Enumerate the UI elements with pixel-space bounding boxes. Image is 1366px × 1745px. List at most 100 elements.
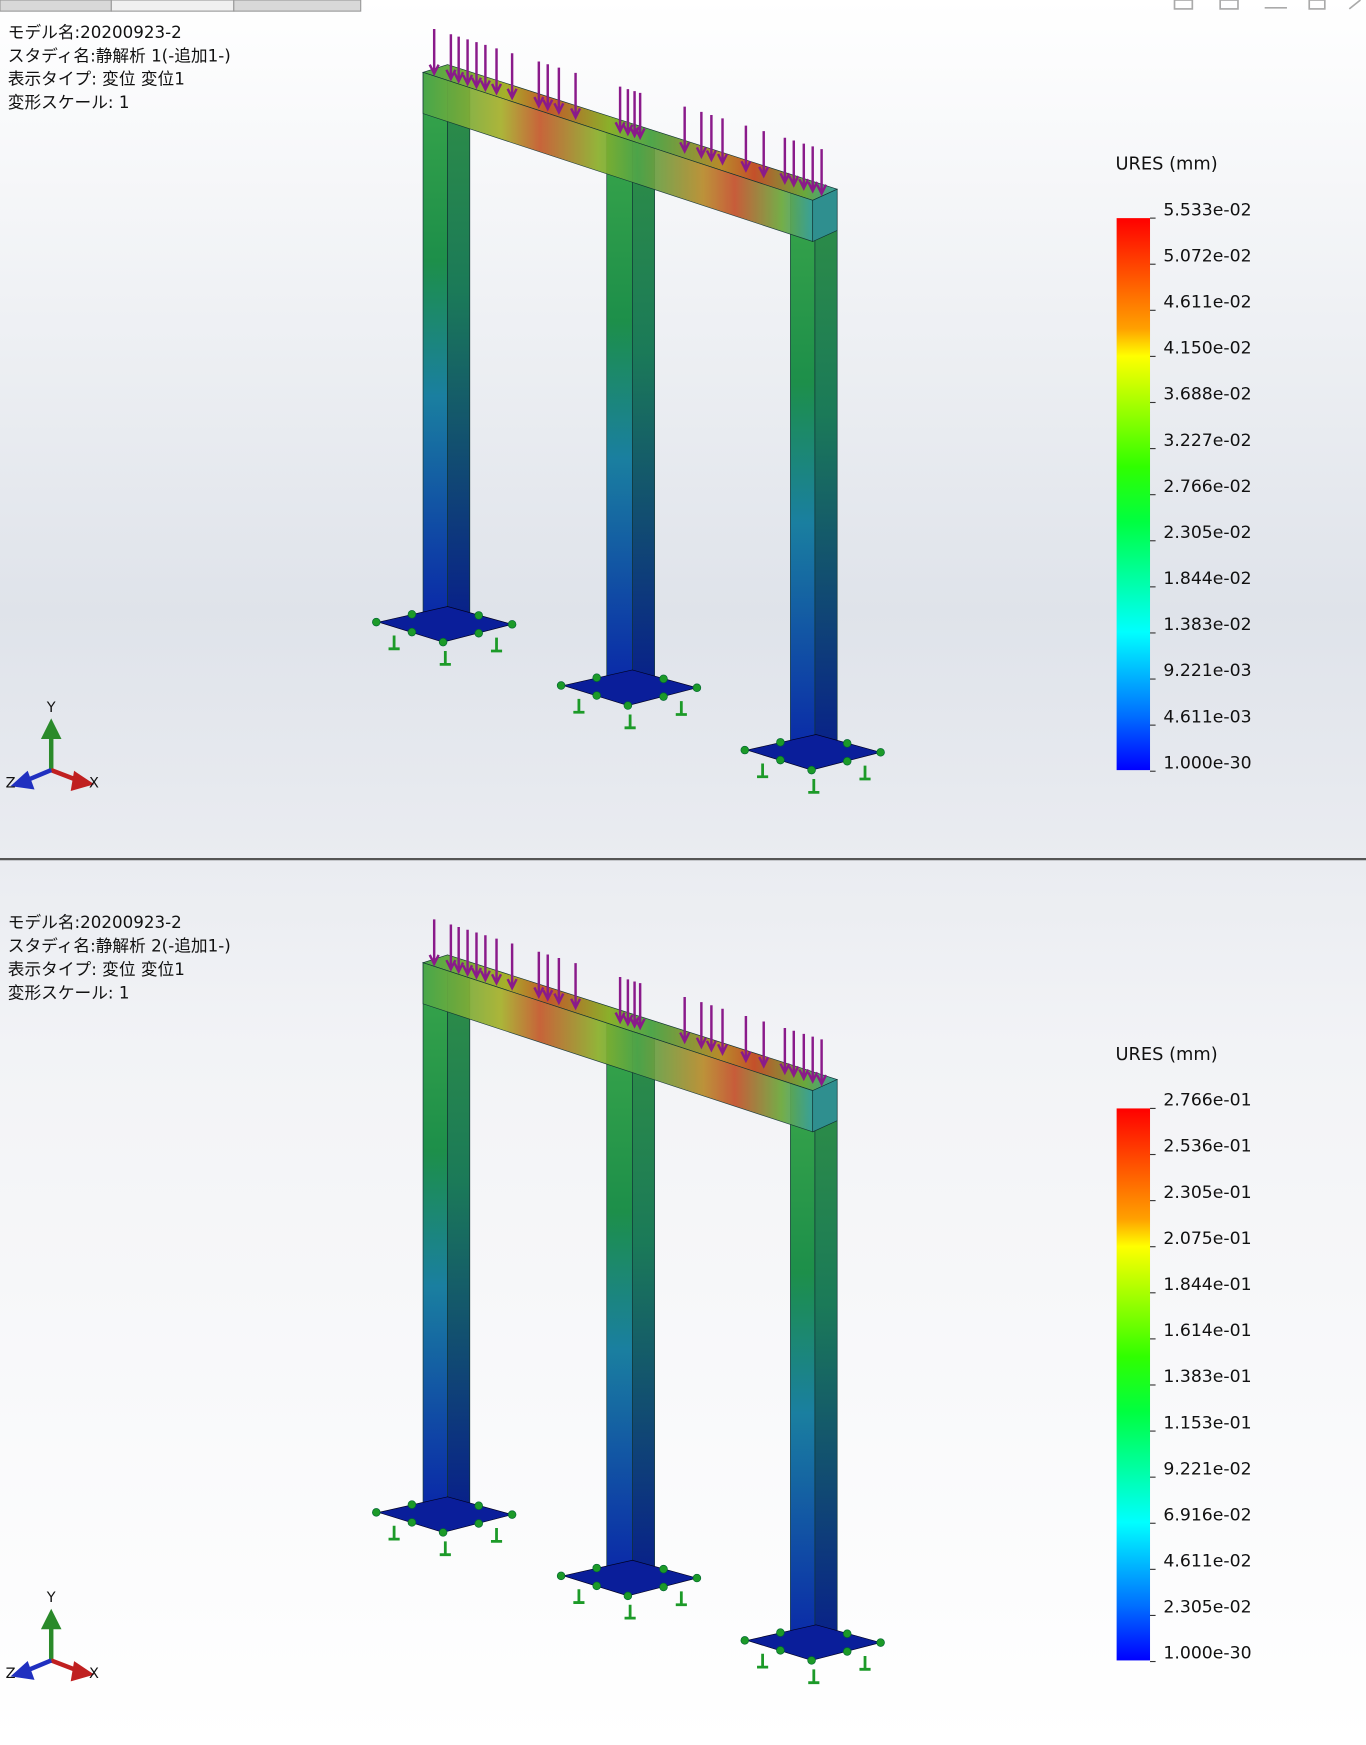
load-arrow bbox=[788, 1030, 800, 1079]
study-info: スタディ名:静解析 2(-追加1-) bbox=[8, 936, 231, 956]
load-arrow bbox=[758, 131, 770, 179]
load-arrow bbox=[716, 118, 729, 166]
load-arrow bbox=[570, 72, 582, 121]
fixture bbox=[507, 620, 517, 629]
load-arrow bbox=[695, 1002, 707, 1050]
fixture-arrow bbox=[388, 635, 400, 651]
fixture bbox=[623, 701, 633, 710]
column bbox=[606, 1019, 633, 1570]
fixture-arrow bbox=[808, 779, 820, 794]
fixture bbox=[842, 1647, 852, 1656]
beam-end bbox=[812, 188, 838, 243]
column-side bbox=[632, 1018, 655, 1577]
load-arrow bbox=[533, 61, 545, 109]
column-side bbox=[632, 128, 655, 686]
fixture bbox=[692, 1573, 702, 1583]
fixture bbox=[592, 691, 601, 700]
column bbox=[422, 72, 448, 613]
legend-label: 1.000e-30 bbox=[1163, 1644, 1251, 1664]
study-panel: モデル名:20200923-2 スタディ名:静解析 2(-追加1-) 表示タイプ: … bbox=[6, 912, 1252, 1685]
load-arrow bbox=[758, 1021, 770, 1069]
load-arrow bbox=[570, 963, 582, 1011]
legend-label: 2.305e-02 bbox=[1163, 523, 1251, 543]
legend-label: 2.305e-01 bbox=[1163, 1183, 1251, 1203]
triad-label: Z bbox=[6, 775, 16, 791]
legend-label: 2.305e-02 bbox=[1163, 1598, 1251, 1618]
column bbox=[790, 1075, 816, 1639]
load-arrow bbox=[470, 42, 483, 90]
legend-label: 2.766e-01 bbox=[1163, 1091, 1251, 1111]
column bbox=[606, 128, 633, 680]
load-arrow bbox=[816, 149, 828, 197]
fixture bbox=[692, 683, 702, 692]
load-arrow bbox=[679, 106, 691, 154]
fixture-arrow bbox=[573, 1589, 585, 1604]
column-side bbox=[447, 962, 471, 1510]
column bbox=[422, 962, 448, 1503]
fixture bbox=[876, 1638, 885, 1647]
legend-label: 1.844e-02 bbox=[1163, 569, 1251, 589]
tab[interactable] bbox=[233, 0, 362, 12]
triad-label: Y bbox=[46, 700, 56, 716]
load-arrow bbox=[453, 926, 465, 975]
study-info: 表示タイプ: 変位 変位1 bbox=[8, 70, 185, 89]
beam-end bbox=[812, 1078, 838, 1133]
fixture bbox=[740, 745, 750, 755]
fixture-arrow bbox=[859, 1655, 871, 1671]
study-info: 変形スケール: 1 bbox=[8, 93, 130, 112]
load-arrow bbox=[740, 125, 752, 173]
fixture bbox=[372, 1508, 381, 1517]
legend-label: 2.536e-01 bbox=[1163, 1137, 1251, 1157]
load-arrow bbox=[705, 1005, 717, 1053]
column-side bbox=[814, 185, 838, 755]
study-info: モデル名:20200923-2 bbox=[8, 22, 182, 42]
legend-label: 4.150e-02 bbox=[1163, 339, 1251, 359]
legend-label: 6.916e-02 bbox=[1163, 1505, 1251, 1525]
triad-y bbox=[40, 718, 62, 771]
load-arrow bbox=[470, 932, 483, 980]
fixture-arrow bbox=[624, 714, 636, 730]
tab[interactable] bbox=[110, 0, 235, 12]
load-arrow bbox=[462, 39, 474, 87]
load-arrow bbox=[553, 67, 565, 115]
fixture-arrow bbox=[757, 763, 769, 779]
window-controls[interactable] bbox=[1173, 0, 1361, 10]
fixture-arrow bbox=[624, 1604, 636, 1620]
load-arrow bbox=[428, 919, 440, 967]
triad-label: X bbox=[89, 1666, 99, 1682]
fixture bbox=[842, 1629, 852, 1638]
fixture bbox=[842, 739, 852, 748]
load-arrow bbox=[553, 957, 565, 1006]
fixture-arrow bbox=[388, 1525, 400, 1541]
triad-label: Z bbox=[6, 1666, 16, 1682]
triad-z bbox=[10, 768, 53, 790]
legend-label: 5.533e-02 bbox=[1163, 200, 1251, 220]
fixture bbox=[592, 1581, 601, 1591]
tab[interactable] bbox=[0, 0, 112, 12]
fixture bbox=[474, 1519, 483, 1528]
study-info: モデル名:20200923-2 bbox=[8, 912, 182, 932]
color-bar bbox=[1116, 218, 1151, 771]
legend-label: 1.383e-02 bbox=[1163, 615, 1251, 635]
fixture bbox=[474, 611, 483, 620]
study-panel: モデル名:20200923-2 スタディ名:静解析 1(-追加1-) 表示タイプ: … bbox=[6, 22, 1252, 794]
load-arrow bbox=[490, 48, 503, 96]
load-arrow bbox=[695, 111, 707, 160]
load-arrow bbox=[542, 64, 554, 112]
legend-label: 4.611e-02 bbox=[1163, 293, 1251, 313]
triad-z bbox=[10, 1658, 53, 1680]
legend-label: 1.383e-01 bbox=[1163, 1367, 1251, 1387]
fixture bbox=[623, 1591, 633, 1601]
load-arrow bbox=[453, 36, 465, 84]
study-info: 変形スケール: 1 bbox=[8, 983, 130, 1002]
fixture-arrow bbox=[439, 651, 451, 666]
legend-label: 2.766e-02 bbox=[1163, 477, 1251, 497]
load-arrow bbox=[506, 943, 518, 991]
fixture-arrow bbox=[439, 1541, 451, 1557]
load-arrow bbox=[428, 29, 440, 77]
legend-label: 4.611e-03 bbox=[1163, 707, 1251, 727]
fixture bbox=[438, 1528, 448, 1537]
frame-model bbox=[372, 919, 885, 1685]
